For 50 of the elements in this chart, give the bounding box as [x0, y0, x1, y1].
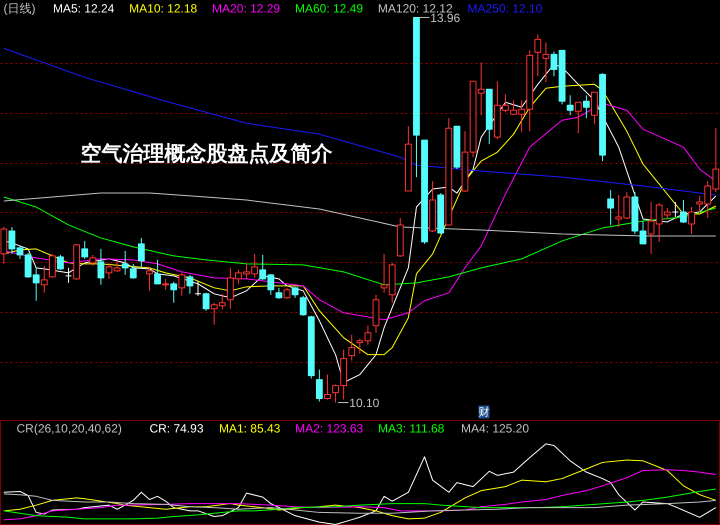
candlestick	[680, 200, 687, 224]
candlestick	[194, 280, 202, 296]
candlestick	[688, 206, 695, 234]
text: MA250: 12.10	[468, 2, 543, 16]
annotation: 10.10	[349, 396, 380, 410]
candlestick	[324, 374, 331, 400]
candlestick	[607, 190, 614, 226]
text: MA2: 123.63	[295, 422, 364, 436]
text: MA20: 12.29	[212, 2, 280, 16]
annotation: 空气治理概念股盘点及简介	[80, 142, 334, 166]
annotation: 财	[478, 406, 490, 418]
candlestick	[284, 287, 290, 300]
text: MA1: 85.43	[218, 422, 281, 436]
candlestick	[130, 263, 137, 280]
candlestick	[65, 267, 72, 284]
text: MA4: 125.20	[460, 422, 530, 436]
candlestick	[300, 295, 307, 316]
candlestick	[186, 274, 194, 294]
candlestick	[170, 281, 178, 304]
candlestick	[40, 265, 48, 294]
candlestick	[566, 94, 574, 116]
candlestick	[146, 267, 153, 292]
text: CR: 74.93	[149, 422, 204, 436]
candlestick	[591, 92, 598, 125]
text: MA3: 111.68	[378, 422, 445, 436]
candlestick	[154, 259, 161, 284]
candlestick	[275, 287, 282, 300]
chart-title: CR(26,10,20,40,62)	[16, 422, 122, 436]
candlestick	[122, 250, 129, 276]
candlestick	[672, 202, 679, 218]
text: MA5: 12.24	[52, 2, 115, 16]
candlestick	[292, 286, 298, 298]
chart-title: (日线)	[4, 2, 36, 16]
candlestick	[348, 334, 356, 362]
candlestick	[48, 253, 56, 278]
candlestick	[81, 240, 88, 260]
candlestick	[316, 369, 323, 402]
candlestick	[89, 254, 96, 266]
candlestick	[202, 292, 210, 312]
candlestick	[542, 42, 550, 83]
text: MA10: 12.18	[129, 2, 198, 16]
candlestick	[534, 34, 542, 77]
candlestick	[178, 272, 186, 296]
candlestick	[162, 278, 170, 290]
candlestick	[582, 94, 590, 119]
candlestick	[138, 237, 145, 268]
candlestick	[57, 254, 64, 270]
candlestick	[97, 248, 104, 286]
candlestick	[574, 102, 582, 134]
text: MA60: 12.49	[294, 2, 364, 16]
